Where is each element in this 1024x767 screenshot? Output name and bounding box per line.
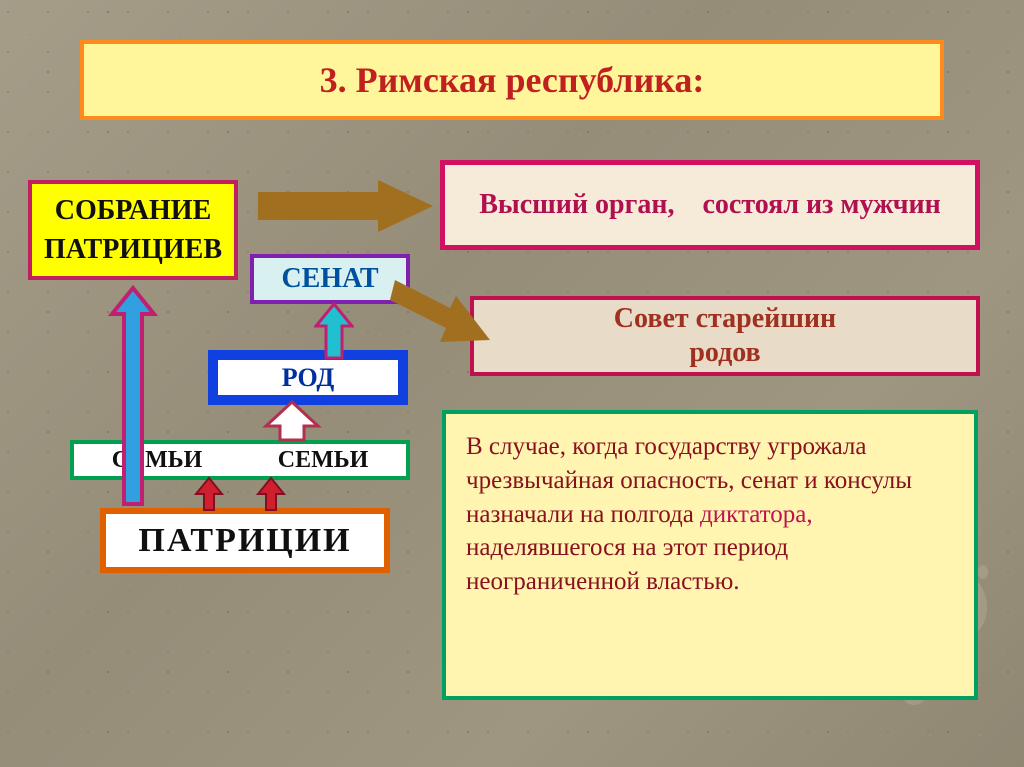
arrow-patricians-to-assembly-icon [108, 284, 158, 508]
families-right: СЕМЬИ [240, 444, 406, 476]
senate-label: СЕНАТ [281, 263, 378, 295]
info-text-1: В случае, когда государству угрожала чре… [466, 433, 912, 528]
assembly-line2: ПАТРИЦИЕВ [44, 230, 222, 269]
assembly-line1: СОБРАНИЕ [55, 191, 212, 230]
assembly-of-patricians-box: СОБРАНИЕ ПАТРИЦИЕВ [28, 180, 238, 280]
council-line2: родов [614, 336, 836, 370]
supreme-body-text: Высший орган, состоял из мужчин [479, 187, 941, 223]
council-elders-box: Совет старейшин родов [470, 296, 980, 376]
arrow-senate-to-council-icon [390, 270, 500, 360]
title-banner: 3. Римская республика: [80, 40, 944, 120]
clan-label: РОД [282, 363, 335, 393]
arrow-assembly-to-organ-icon [248, 176, 438, 236]
council-line1: Совет старейшин [614, 302, 836, 336]
dictator-info-box: В случае, когда государству угрожала чре… [442, 410, 978, 700]
arrow-patricians-to-families-right-icon [256, 476, 286, 512]
supreme-body-box: Высший орган, состоял из мужчин [440, 160, 980, 250]
title-text: 3. Римская республика: [320, 59, 705, 101]
info-highlight: диктатора, [700, 501, 813, 528]
patricians-label: ПАТРИЦИИ [138, 522, 351, 560]
arrow-patricians-to-families-left-icon [194, 476, 224, 512]
arrow-families-to-clan-icon [262, 400, 322, 444]
clan-box: РОД [208, 350, 408, 405]
arrow-clan-to-senate-icon [314, 302, 354, 362]
senate-box: СЕНАТ [250, 254, 410, 304]
patricians-box: ПАТРИЦИИ [100, 508, 390, 573]
info-text-2: наделявшегося на этот период неограничен… [466, 534, 788, 595]
